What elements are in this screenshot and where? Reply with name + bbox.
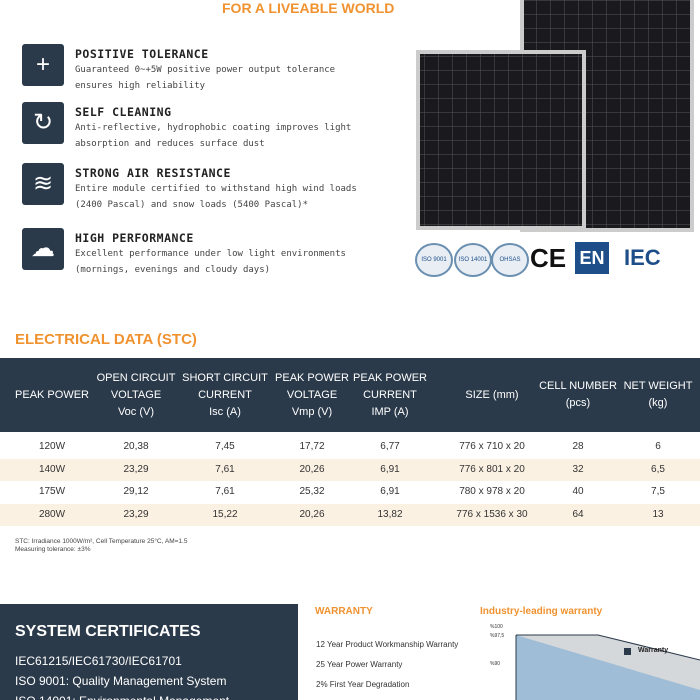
cert-item: IEC61215/IEC61730/IEC61701 bbox=[15, 654, 182, 668]
feature-text: Anti-reflective, hydrophobic coating imp… bbox=[75, 123, 352, 133]
cert-logo: ISO 9001 bbox=[415, 243, 453, 277]
table-header-cell: Isc (A) bbox=[209, 405, 241, 418]
table-cell: 13,82 bbox=[377, 508, 403, 520]
table-cell: 6,91 bbox=[380, 463, 400, 475]
cert-logo: OHSAS bbox=[491, 243, 529, 277]
axis-label: %90 bbox=[490, 661, 501, 667]
table-cell: 175W bbox=[38, 486, 66, 497]
table-cell: 20,26 bbox=[299, 463, 325, 475]
axis-label: %100 bbox=[490, 624, 503, 630]
feature-text: Guaranteed 0~+5W positive power output t… bbox=[75, 65, 336, 75]
feature-icon: + bbox=[22, 44, 64, 86]
table-cell: 64 bbox=[572, 508, 584, 520]
cert-title: SYSTEM CERTIFICATES bbox=[15, 623, 201, 640]
table-header-cell: VOLTAGE bbox=[286, 388, 338, 401]
table-cell: 120W bbox=[38, 441, 66, 452]
table-cell: 776 x 710 x 20 bbox=[459, 441, 525, 452]
warranty-item: 12 Year Product Workmanship Warranty bbox=[316, 640, 459, 649]
warranty-item: 25 Year Power Warranty bbox=[316, 660, 403, 669]
cert-logo: ISO 14001 bbox=[454, 243, 492, 277]
feature-text: Entire module certified to withstand hig… bbox=[75, 184, 357, 194]
feature-text: Excellent performance under low light en… bbox=[75, 249, 346, 259]
legend: Warranty bbox=[638, 647, 669, 654]
table-header-cell: PEAK POWER bbox=[15, 388, 89, 401]
table-header-cell: VOLTAGE bbox=[110, 388, 162, 401]
table-cell: 776 x 1536 x 30 bbox=[456, 508, 528, 520]
table-header-cell: SHORT CIRCUIT bbox=[182, 371, 268, 384]
table-header-cell: (pcs) bbox=[565, 397, 591, 409]
table-header-cell: CURRENT bbox=[198, 388, 252, 401]
table-cell: 6 bbox=[655, 441, 661, 452]
table-cell: 7,61 bbox=[215, 486, 235, 497]
feature-text: (2400 Pascal) and snow loads (5400 Pasca… bbox=[75, 200, 308, 210]
table-header-cell: PEAK POWER bbox=[353, 371, 427, 384]
feature-title: SELF CLEANING bbox=[75, 105, 172, 119]
cert-panel bbox=[0, 604, 298, 700]
table-header bbox=[0, 358, 700, 432]
table-cell: 6,5 bbox=[651, 463, 665, 475]
feature-text: ensures high reliability bbox=[75, 81, 206, 91]
cert-item: ISO 14001: Environmental Management bbox=[15, 694, 229, 700]
table-cell: 40 bbox=[572, 486, 584, 497]
tagline: FOR A LIVEABLE WORLD bbox=[222, 0, 395, 16]
cert-logo: EN bbox=[575, 242, 609, 274]
table-header-cell: OPEN CIRCUIT bbox=[96, 371, 176, 384]
table-cell: 776 x 801 x 20 bbox=[459, 463, 525, 475]
table-header-cell: NET WEIGHT bbox=[623, 380, 693, 392]
axis-label: %97,5 bbox=[490, 633, 505, 639]
table-cell: 7,5 bbox=[651, 486, 665, 497]
table-cell: 280W bbox=[38, 508, 66, 520]
table-cell: 23,29 bbox=[123, 463, 149, 475]
table-header-cell: PEAK POWER bbox=[275, 371, 349, 384]
panels bbox=[416, 0, 694, 232]
table-cell: 20,26 bbox=[299, 508, 325, 520]
table-cell: 32 bbox=[572, 463, 584, 475]
note: STC: Irradiance 1000W/m², Cell Temperatu… bbox=[15, 538, 188, 545]
table-cell: 13 bbox=[652, 508, 664, 520]
table-cell: 6,77 bbox=[380, 441, 400, 452]
table-cell: 23,29 bbox=[123, 508, 149, 520]
feature-icon: ≋ bbox=[22, 163, 64, 205]
warranty-title: WARRANTY bbox=[315, 606, 373, 617]
feature-title: POSITIVE TOLERANCE bbox=[75, 47, 209, 61]
table-header-cell: (kg) bbox=[648, 397, 668, 409]
table-row-bg bbox=[0, 503, 700, 526]
table-cell: 20,38 bbox=[123, 441, 149, 452]
table-cell: 28 bbox=[572, 441, 584, 452]
feature-title: STRONG AIR RESISTANCE bbox=[75, 166, 231, 180]
feature-icon: ☁ bbox=[22, 228, 64, 270]
feature-title: HIGH PERFORMANCE bbox=[75, 231, 194, 245]
chart-title: Industry-leading warranty bbox=[480, 606, 603, 617]
notes: STC: Irradiance 1000W/m², Cell Temperatu… bbox=[15, 538, 187, 554]
table-cell: 6,91 bbox=[380, 486, 400, 497]
table-row-bg bbox=[0, 458, 700, 481]
table-cell: 17,72 bbox=[299, 441, 325, 452]
table-header-cell: IMP (A) bbox=[371, 405, 409, 418]
warranty-item: 2% First Year Degradation bbox=[316, 680, 410, 689]
table-cell: 780 x 978 x 20 bbox=[459, 486, 525, 497]
warranty-chart bbox=[515, 634, 700, 700]
table-cell: 7,61 bbox=[215, 463, 235, 475]
feature-text: absorption and reduces surface dust bbox=[75, 139, 265, 149]
feature-text: (mornings, evenings and cloudy days) bbox=[75, 265, 271, 275]
table-cell: 29,12 bbox=[123, 486, 149, 497]
table-header-cell: CURRENT bbox=[363, 388, 417, 401]
note: Measuring tolerance: ±3% bbox=[15, 546, 91, 553]
table-cell: 7,45 bbox=[215, 441, 235, 452]
table-header-cell: SIZE (mm) bbox=[465, 388, 519, 401]
table-header-cell: Vmp (V) bbox=[291, 405, 333, 418]
cert-logo: IEC bbox=[624, 245, 661, 270]
table-title: ELECTRICAL DATA (STC) bbox=[15, 331, 197, 348]
table-cell: 25,32 bbox=[299, 486, 325, 497]
feature-icon: ↻ bbox=[22, 102, 64, 144]
table-cell: 140W bbox=[38, 463, 66, 475]
table-header-cell: CELL NUMBER bbox=[539, 380, 617, 392]
cert-item: ISO 9001: Quality Management System bbox=[15, 674, 227, 688]
table-cell: 15,22 bbox=[212, 508, 238, 520]
table-header-cell: Voc (V) bbox=[117, 405, 155, 418]
cert-logo: CE bbox=[530, 243, 567, 273]
